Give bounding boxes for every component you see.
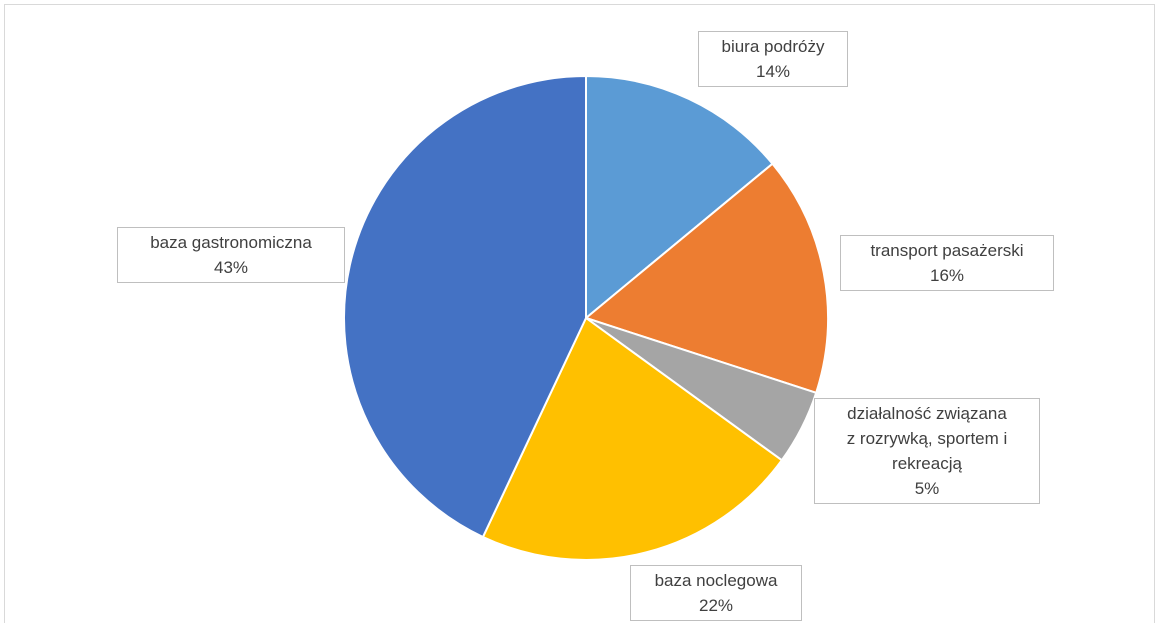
chart-area: biura podróży 14% transport pasażerski 1… — [4, 4, 1155, 623]
pie-slice-biura-podrozy — [585, 75, 774, 319]
data-label-baza-noclegowa-name: baza noclegowa — [654, 571, 778, 590]
data-label-biura-podrozy: biura podróży 14% — [698, 31, 848, 87]
pie-chart — [343, 75, 829, 561]
data-label-dzialalnosc-rozrywka: działalność związana z rozrywką, sportem… — [814, 398, 1040, 504]
data-label-dzialalnosc-line-3: rekreacją — [892, 454, 962, 473]
data-label-baza-noclegowa-value: 22% — [698, 596, 734, 615]
pie-slice-transport-pasazerski — [585, 162, 829, 394]
data-label-transport-pasazerski: transport pasażerski 16% — [840, 235, 1054, 291]
data-label-dzialalnosc-value: 5% — [914, 479, 940, 498]
data-label-transport-pasazerski-value: 16% — [929, 266, 965, 285]
data-label-dzialalnosc-line-1: działalność związana — [847, 404, 1007, 423]
data-label-baza-gastronomiczna-name: baza gastronomiczna — [150, 233, 312, 252]
data-label-baza-noclegowa: baza noclegowa 22% — [630, 565, 802, 621]
data-label-biura-podrozy-name: biura podróży — [721, 37, 825, 56]
data-label-transport-pasazerski-name: transport pasażerski — [870, 241, 1024, 260]
data-label-biura-podrozy-value: 14% — [755, 62, 791, 81]
data-label-baza-gastronomiczna: baza gastronomiczna 43% — [117, 227, 345, 283]
data-label-baza-gastronomiczna-value: 43% — [213, 258, 249, 277]
data-label-dzialalnosc-line-2: z rozrywką, sportem i — [846, 429, 1008, 448]
pie-slice-baza-gastronomiczna — [343, 75, 587, 538]
